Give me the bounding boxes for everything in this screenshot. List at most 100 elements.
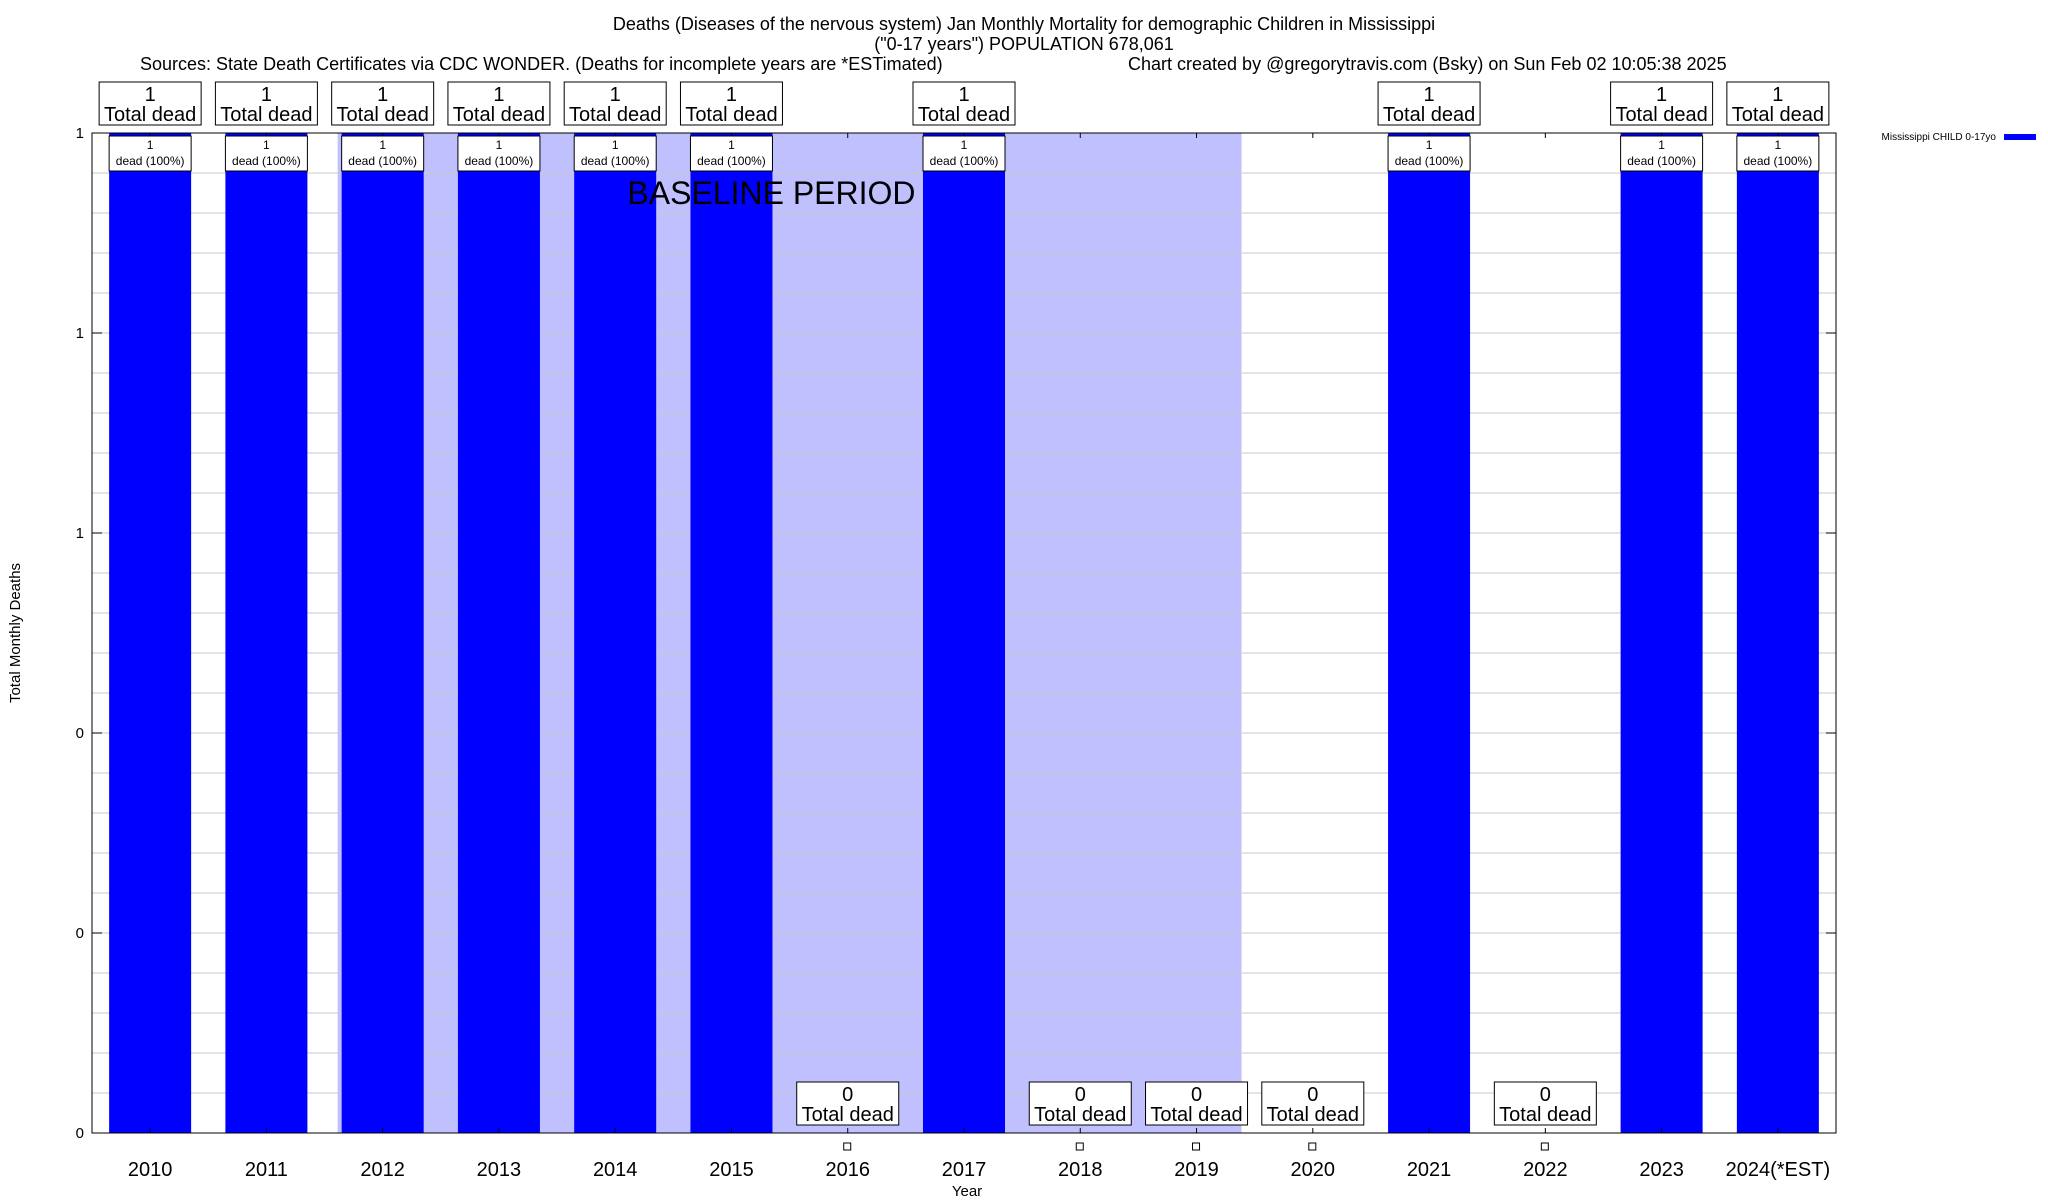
- y-tick-label: 1: [76, 325, 84, 342]
- total-dead-count: 1: [1656, 84, 1667, 106]
- inner-label-box: [922, 135, 1006, 172]
- total-dead-count: 1: [145, 84, 156, 106]
- bar: [574, 133, 657, 1133]
- total-dead-box: [98, 81, 202, 126]
- total-dead-box: [1377, 81, 1481, 126]
- total-dead-count: 0: [1540, 1084, 1551, 1106]
- zero-marker: [843, 1142, 852, 1151]
- inner-percent: dead (100%): [581, 154, 650, 168]
- bar: [1388, 133, 1471, 1133]
- y-tick-label: 0: [76, 725, 84, 742]
- chart-title-line2: ("0-17 years") POPULATION 678,061: [874, 34, 1174, 54]
- total-dead-label: Total dead: [569, 104, 661, 126]
- total-dead-box: [214, 81, 318, 126]
- total-dead-box: [563, 81, 667, 126]
- bar: [923, 133, 1005, 1133]
- total-dead-label: Total dead: [337, 104, 429, 126]
- baseline-period-label: BASELINE PERIOD: [627, 175, 915, 211]
- total-dead-count: 1: [261, 84, 272, 106]
- total-dead-box: [331, 81, 435, 126]
- total-dead-label: Total dead: [1615, 104, 1707, 126]
- bar: [1620, 133, 1703, 1133]
- total-dead-box: [1493, 1081, 1597, 1126]
- inner-label-box: [224, 135, 308, 172]
- y-tick-label: 1: [76, 525, 84, 542]
- total-dead-count: 1: [493, 84, 504, 106]
- inner-count: 1: [1658, 138, 1665, 152]
- total-dead-count: 1: [610, 84, 621, 106]
- total-dead-count: 0: [1191, 1084, 1202, 1106]
- inner-percent: dead (100%): [1395, 154, 1464, 168]
- y-tick-label: 1: [76, 125, 84, 142]
- inner-percent: dead (100%): [1744, 154, 1813, 168]
- inner-count: 1: [379, 138, 386, 152]
- total-dead-label: Total dead: [685, 104, 777, 126]
- total-dead-label: Total dead: [802, 1104, 894, 1126]
- zero-marker: [1075, 1142, 1084, 1151]
- inner-label-box: [108, 135, 192, 172]
- total-dead-label: Total dead: [104, 104, 196, 126]
- total-dead-label: Total dead: [1267, 1104, 1359, 1126]
- total-dead-box: [796, 1081, 900, 1126]
- inner-percent: dead (100%): [232, 154, 301, 168]
- x-tick-label: 2012: [360, 1159, 405, 1181]
- total-dead-label: Total dead: [453, 104, 545, 126]
- inner-percent: dead (100%): [116, 154, 185, 168]
- y-tick-label: 0: [76, 1125, 84, 1142]
- total-dead-box: [1610, 81, 1714, 126]
- zero-marker: [1540, 1142, 1549, 1151]
- chart-sources: Sources: State Death Certificates via CD…: [140, 54, 943, 74]
- x-tick-label: 2018: [1058, 1159, 1103, 1181]
- inner-label-box: [457, 135, 541, 172]
- bar: [341, 133, 424, 1133]
- total-dead-count: 1: [1424, 84, 1435, 106]
- inner-count: 1: [1775, 138, 1782, 152]
- x-tick-label: 2016: [825, 1159, 870, 1181]
- inner-percent: dead (100%): [697, 154, 766, 168]
- inner-label-box: [1387, 135, 1471, 172]
- total-dead-box: [679, 81, 783, 126]
- total-dead-count: 0: [1075, 1084, 1086, 1106]
- x-tick-label: 2017: [942, 1159, 987, 1181]
- y-axis-label: Total Monthly Deaths: [7, 563, 24, 703]
- bar: [690, 133, 773, 1133]
- x-tick-label: 2024(*EST): [1726, 1159, 1831, 1181]
- total-dead-count: 0: [1307, 1084, 1318, 1106]
- inner-label-box: [1620, 135, 1704, 172]
- zero-marker: [1308, 1142, 1317, 1151]
- inner-count: 1: [263, 138, 270, 152]
- x-tick-label: 2010: [128, 1159, 173, 1181]
- x-tick-label: 2019: [1174, 1159, 1219, 1181]
- total-dead-box: [447, 81, 551, 126]
- total-dead-box: [1726, 81, 1830, 126]
- total-dead-label: Total dead: [1732, 104, 1824, 126]
- total-dead-label: Total dead: [1150, 1104, 1242, 1126]
- inner-count: 1: [961, 138, 968, 152]
- inner-count: 1: [496, 138, 503, 152]
- total-dead-label: Total dead: [220, 104, 312, 126]
- inner-count: 1: [147, 138, 154, 152]
- bar: [457, 133, 540, 1133]
- total-dead-box: [1145, 1081, 1249, 1126]
- x-tick-label: 2011: [245, 1159, 288, 1181]
- inner-percent: dead (100%): [1627, 154, 1696, 168]
- x-tick-label: 2015: [709, 1159, 754, 1181]
- total-dead-count: 0: [842, 1084, 853, 1106]
- total-dead-count: 1: [377, 84, 388, 106]
- x-tick-label: 2013: [477, 1159, 522, 1181]
- inner-label-box: [573, 135, 657, 172]
- zero-marker: [1192, 1142, 1201, 1151]
- inner-count: 1: [1426, 138, 1433, 152]
- legend-label: Mississippi CHILD 0-17yo: [1882, 132, 1997, 143]
- total-dead-box: [1261, 1081, 1365, 1126]
- total-dead-label: Total dead: [918, 104, 1010, 126]
- x-tick-label: 2022: [1523, 1159, 1568, 1181]
- inner-percent: dead (100%): [465, 154, 534, 168]
- inner-label-box: [341, 135, 425, 172]
- legend-swatch: [2004, 134, 2036, 140]
- total-dead-count: 1: [958, 84, 969, 106]
- total-dead-label: Total dead: [1034, 1104, 1126, 1126]
- bar: [109, 133, 192, 1133]
- total-dead-label: Total dead: [1499, 1104, 1591, 1126]
